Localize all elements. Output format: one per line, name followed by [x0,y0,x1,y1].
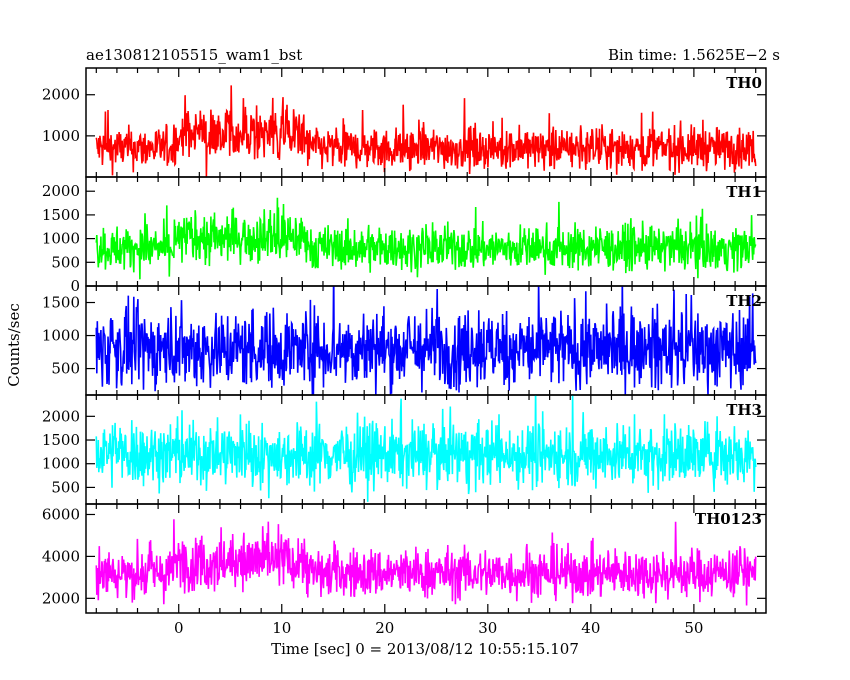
plot-title: ae130812105515_wam1_bst [86,46,302,64]
y-tick-label: 6000 [42,505,80,523]
y-tick-label: 4000 [42,547,80,565]
series-th3-line [95,395,757,502]
y-tick-label: 2000 [42,86,80,104]
y-tick-label: 1000 [42,230,80,248]
y-tick-label: 500 [51,253,80,271]
series-th0123-line [95,519,757,606]
x-tick-label: 50 [684,619,703,637]
panels: 1000 2000 TH0 0 500 1000 1500 2000 TH1 500 1000 150… [42,67,767,614]
y-tick-label: 1000 [42,327,80,345]
x-tick-label: 20 [375,619,394,637]
x-axis-label: Time [sec] 0 = 2013/08/12 10:55:15.107 [271,640,579,658]
series-th1-line [95,197,757,280]
y-tick-label: 500 [51,478,80,496]
y-tick-label: 1000 [42,455,80,473]
panel-th2: 500 1000 1500 TH2 [42,285,767,396]
y-tick-label: 500 [51,360,80,378]
x-tick-label: 10 [272,619,291,637]
y-tick-label: 1500 [42,431,80,449]
panel-th0123: 2000 4000 6000 TH0123 [42,503,767,614]
y-tick-label: 1500 [42,294,80,312]
x-tick-label: 40 [581,619,600,637]
y-tick-label: 2000 [42,407,80,425]
y-tick-label: 1000 [42,127,80,145]
x-tick-labels: 0 10 20 30 40 50 [174,619,703,637]
series-th2-line [95,286,757,395]
panel-th1: 0 500 1000 1500 2000 TH1 [42,176,767,295]
panel-label: TH3 [726,401,762,419]
y-tick-label: 0 [70,277,80,295]
panel-th3: 500 1000 1500 2000 TH3 [42,394,767,505]
series-th0-line [95,85,757,177]
bin-time-label: Bin time: 1.5625E−2 s [608,46,780,64]
x-tick-label: 0 [174,619,184,637]
panel-th0: 1000 2000 TH0 [42,67,767,178]
y-axis-label: Counts/sec [5,303,23,387]
x-tick-label: 30 [478,619,497,637]
panel-label: TH1 [726,183,762,201]
y-tick-label: 2000 [42,589,80,607]
panel-label: TH0 [726,74,762,92]
panel-label: TH2 [726,292,762,310]
panel-label: TH0123 [695,510,762,528]
y-tick-label: 2000 [42,182,80,200]
y-tick-label: 1500 [42,206,80,224]
